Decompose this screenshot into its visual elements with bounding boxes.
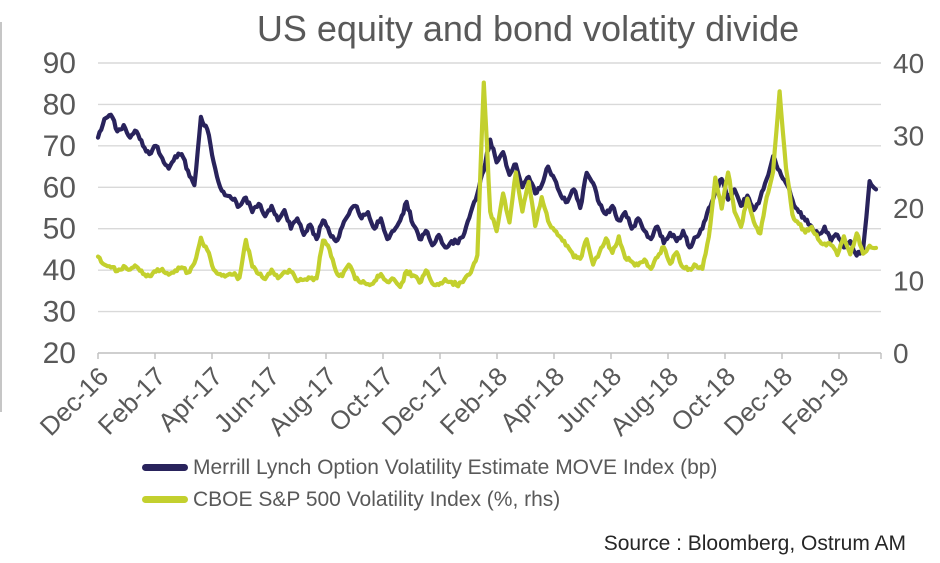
- screenshot-edge-line: [0, 22, 2, 412]
- legend-item-vix: CBOE S&P 500 Volatility Index (%, rhs): [142, 485, 717, 514]
- y-axis-left-label: 30: [43, 296, 76, 329]
- y-axis-right-label: 20: [893, 193, 924, 224]
- y-axis-right-label: 10: [893, 266, 924, 297]
- legend-item-move: Merrill Lynch Option Volatility Estimate…: [142, 453, 717, 482]
- series-vix-line: [95, 80, 879, 290]
- y-axis-left-label: 20: [43, 337, 76, 370]
- y-axis-left-label: 90: [43, 47, 76, 80]
- legend-swatch-move-line: [142, 464, 188, 471]
- y-axis-left-label: 80: [43, 88, 76, 121]
- legend-label-vix: CBOE S&P 500 Volatility Index (%, rhs): [193, 487, 561, 511]
- y-axis-left-label: 60: [43, 171, 76, 204]
- y-axis-left-label: 70: [43, 130, 76, 163]
- y-axis-left-label: 40: [43, 254, 76, 287]
- y-axis-left-label: 50: [43, 213, 76, 246]
- source-note: Source : Bloomberg, Ostrum AM: [603, 532, 906, 555]
- y-axis-right-label: 40: [893, 48, 924, 79]
- y-axis-right-label: 0: [893, 338, 909, 369]
- legend: Merrill Lynch Option Volatility Estimate…: [142, 453, 717, 514]
- legend-swatch-vix-line: [142, 496, 188, 503]
- chart-title: US equity and bond volatity divide: [256, 8, 800, 49]
- y-axis-right-label: 30: [893, 121, 924, 152]
- legend-label-move: Merrill Lynch Option Volatility Estimate…: [193, 455, 718, 479]
